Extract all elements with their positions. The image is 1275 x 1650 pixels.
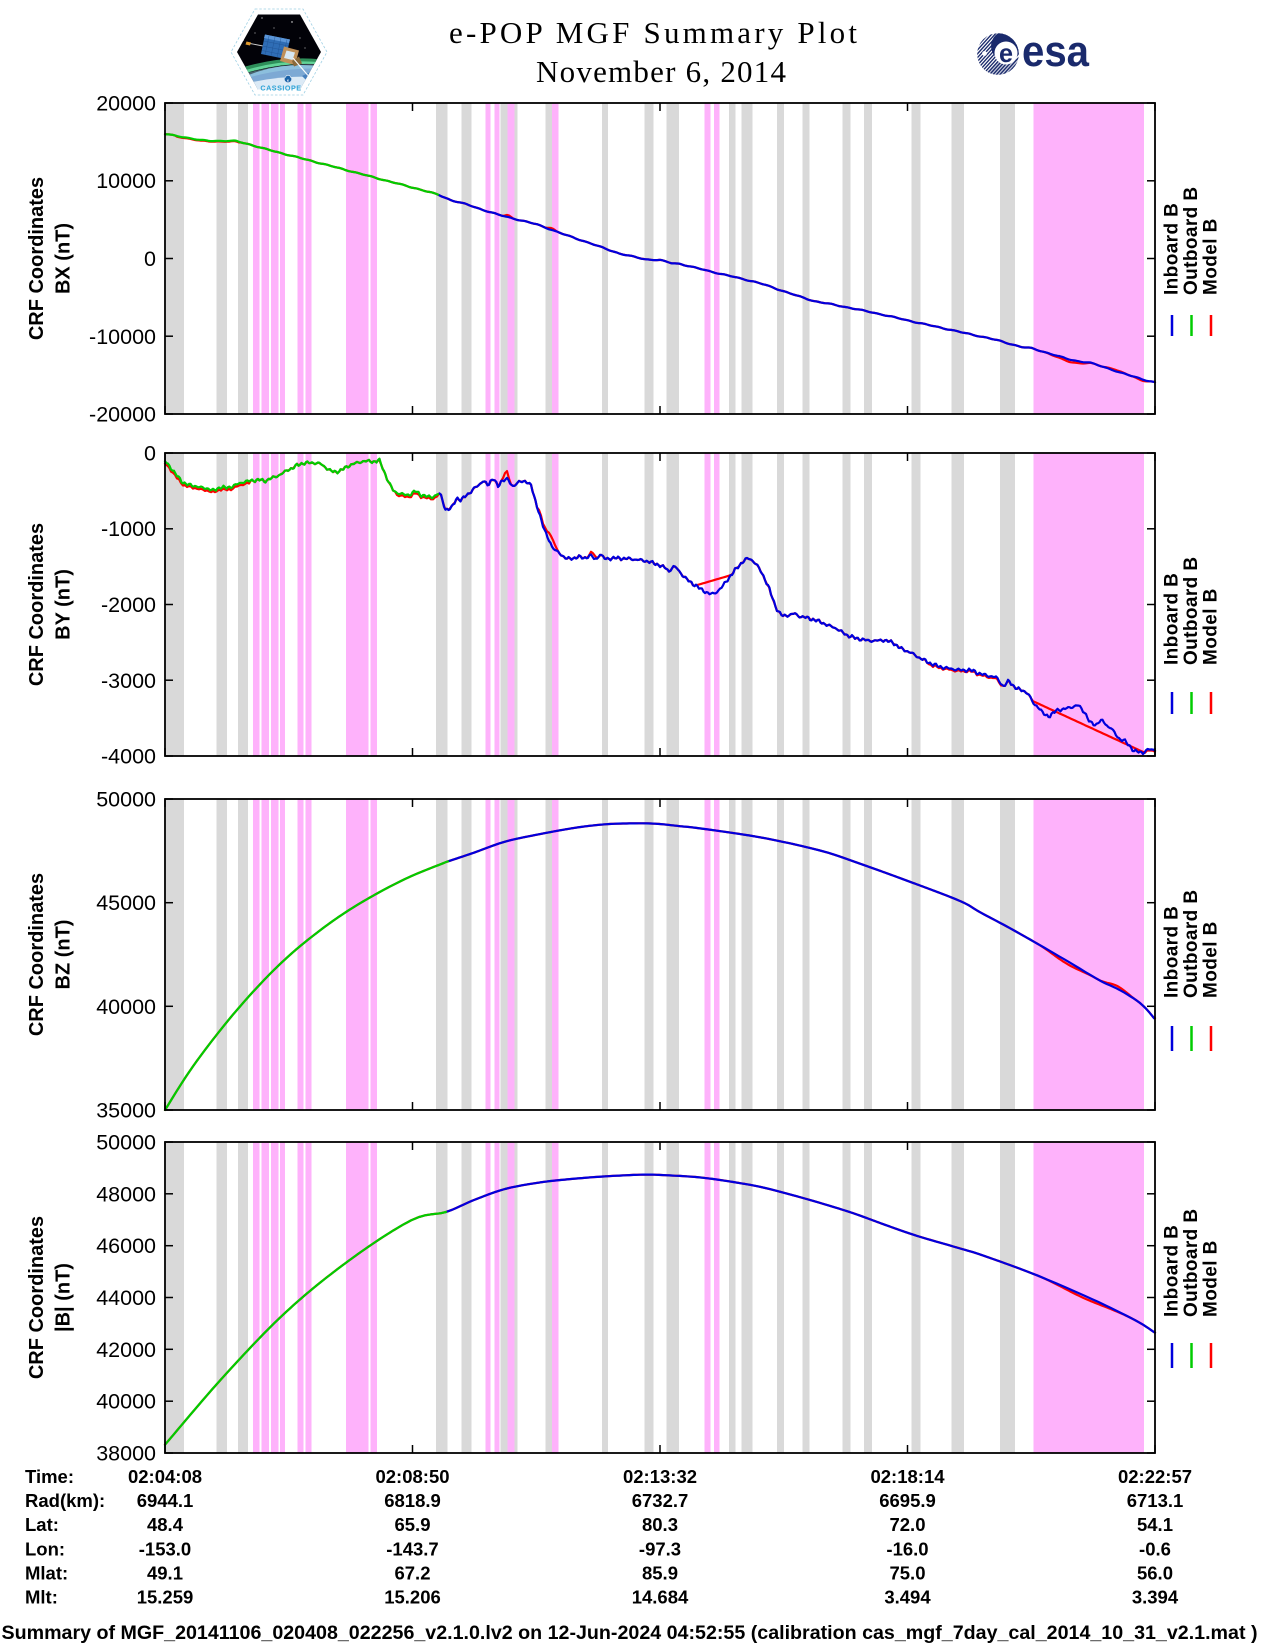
svg-text:-2000: -2000 xyxy=(101,593,156,617)
svg-text:Outboard B: Outboard B xyxy=(1181,890,1202,999)
svg-text:6695.9: 6695.9 xyxy=(879,1490,936,1511)
svg-text:6732.7: 6732.7 xyxy=(632,1490,689,1511)
svg-text:e-POP MGF Summary Plot: e-POP MGF Summary Plot xyxy=(449,15,857,50)
svg-text:Inboard B: Inboard B xyxy=(1162,906,1183,998)
svg-text:02:22:57: 02:22:57 xyxy=(1118,1466,1192,1487)
svg-text:Model B: Model B xyxy=(1201,218,1222,295)
svg-text:20000: 20000 xyxy=(96,92,156,116)
svg-text:BY (nT): BY (nT) xyxy=(53,569,75,640)
svg-text:40000: 40000 xyxy=(96,995,156,1019)
svg-text:Inboard B: Inboard B xyxy=(1162,573,1183,665)
svg-text:CASSIOPE: CASSIOPE xyxy=(260,84,301,93)
svg-text:46000: 46000 xyxy=(96,1234,156,1258)
svg-text:Time:: Time: xyxy=(25,1466,74,1487)
svg-text:50000: 50000 xyxy=(96,788,156,812)
svg-text:49.1: 49.1 xyxy=(147,1562,183,1583)
svg-text:85.9: 85.9 xyxy=(642,1562,678,1583)
svg-text:0: 0 xyxy=(144,442,156,466)
svg-text:6818.9: 6818.9 xyxy=(384,1490,441,1511)
svg-text:35000: 35000 xyxy=(96,1099,156,1123)
svg-text:67.2: 67.2 xyxy=(394,1562,430,1583)
svg-text:15.206: 15.206 xyxy=(384,1587,441,1608)
svg-text:November 6, 2014: November 6, 2014 xyxy=(536,54,787,89)
svg-text:3.494: 3.494 xyxy=(884,1587,931,1608)
svg-text:esa: esa xyxy=(1022,27,1089,76)
svg-text:Summary of MGF_20141106_020408: Summary of MGF_20141106_020408_022256_v2… xyxy=(2,1623,1258,1644)
svg-text:48000: 48000 xyxy=(96,1182,156,1206)
svg-text:65.9: 65.9 xyxy=(394,1514,430,1535)
svg-text:Mlat:: Mlat: xyxy=(25,1562,68,1583)
svg-text:-20000: -20000 xyxy=(89,403,156,427)
svg-text:42000: 42000 xyxy=(96,1338,156,1362)
svg-text:15.259: 15.259 xyxy=(137,1587,194,1608)
svg-text:6713.1: 6713.1 xyxy=(1127,1490,1184,1511)
svg-text:Lat:: Lat: xyxy=(25,1514,59,1535)
svg-text:-153.0: -153.0 xyxy=(139,1538,191,1559)
svg-text:-4000: -4000 xyxy=(101,745,156,769)
svg-text:0: 0 xyxy=(144,247,156,271)
svg-text:02:18:14: 02:18:14 xyxy=(870,1466,945,1487)
svg-text:Model B: Model B xyxy=(1201,1240,1222,1317)
svg-text:80.3: 80.3 xyxy=(642,1514,678,1535)
svg-text:Model B: Model B xyxy=(1201,588,1222,665)
svg-text:38000: 38000 xyxy=(96,1442,156,1466)
svg-text:BX (nT): BX (nT) xyxy=(53,223,75,294)
svg-text:Outboard B: Outboard B xyxy=(1181,557,1202,666)
svg-text:-10000: -10000 xyxy=(89,325,156,349)
svg-text:|B| (nT): |B| (nT) xyxy=(53,1263,75,1332)
svg-text:-16.0: -16.0 xyxy=(886,1538,928,1559)
svg-text:e: e xyxy=(999,38,1013,68)
svg-text:48.4: 48.4 xyxy=(147,1514,184,1535)
svg-text:6944.1: 6944.1 xyxy=(137,1490,194,1511)
svg-text:BZ (nT): BZ (nT) xyxy=(53,920,75,990)
svg-text:-1000: -1000 xyxy=(101,517,156,541)
svg-text:CRF Coordinates: CRF Coordinates xyxy=(26,177,48,340)
svg-text:3.394: 3.394 xyxy=(1132,1587,1179,1608)
svg-text:Model B: Model B xyxy=(1201,921,1222,998)
svg-text:Inboard B: Inboard B xyxy=(1162,203,1183,295)
svg-text:Lon:: Lon: xyxy=(25,1538,65,1559)
svg-text:Mlt:: Mlt: xyxy=(25,1587,58,1608)
svg-text:Outboard B: Outboard B xyxy=(1181,1209,1202,1318)
svg-text:Rad(km):: Rad(km): xyxy=(25,1490,105,1511)
svg-text:02:04:08: 02:04:08 xyxy=(128,1466,202,1487)
svg-text:-3000: -3000 xyxy=(101,669,156,693)
svg-text:CRF Coordinates: CRF Coordinates xyxy=(26,523,48,686)
svg-text:72.0: 72.0 xyxy=(889,1514,925,1535)
svg-text:-97.3: -97.3 xyxy=(639,1538,681,1559)
svg-text:Outboard B: Outboard B xyxy=(1181,187,1202,296)
svg-text:45000: 45000 xyxy=(96,891,156,915)
svg-text:44000: 44000 xyxy=(96,1286,156,1310)
svg-text:CRF Coordinates: CRF Coordinates xyxy=(26,1216,48,1379)
svg-text:50000: 50000 xyxy=(96,1131,156,1155)
svg-text:56.0: 56.0 xyxy=(1137,1562,1173,1583)
svg-text:CRF Coordinates: CRF Coordinates xyxy=(26,873,48,1036)
svg-text:14.684: 14.684 xyxy=(632,1587,689,1608)
svg-text:02:08:50: 02:08:50 xyxy=(375,1466,449,1487)
svg-text:02:13:32: 02:13:32 xyxy=(623,1466,697,1487)
svg-text:40000: 40000 xyxy=(96,1390,156,1414)
svg-text:54.1: 54.1 xyxy=(1137,1514,1173,1535)
svg-text:Inboard B: Inboard B xyxy=(1162,1225,1183,1317)
svg-text:75.0: 75.0 xyxy=(889,1562,925,1583)
svg-text:-0.6: -0.6 xyxy=(1139,1538,1171,1559)
svg-text:-143.7: -143.7 xyxy=(386,1538,438,1559)
svg-text:10000: 10000 xyxy=(96,169,156,193)
svg-text:e: e xyxy=(287,78,290,83)
